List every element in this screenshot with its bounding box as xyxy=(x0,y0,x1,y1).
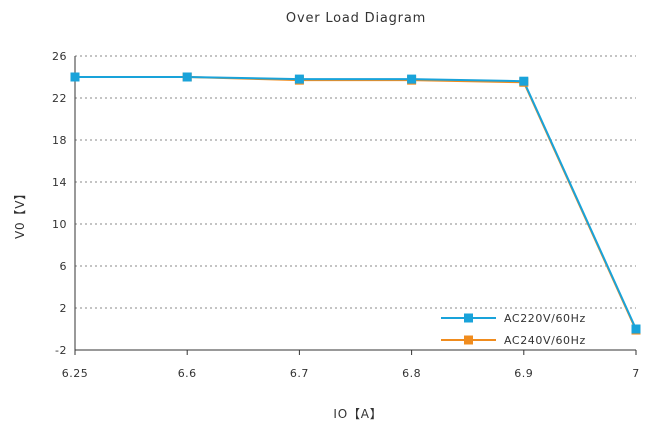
y-tick-label: 2 xyxy=(60,302,68,315)
y-tick-label: 14 xyxy=(52,176,67,189)
y-tick-label: 6 xyxy=(60,260,68,273)
chart-title: Over Load Diagram xyxy=(286,11,426,26)
legend-item: AC220V/60Hz xyxy=(441,312,586,325)
data-point xyxy=(70,72,80,82)
x-tick-label: 6.8 xyxy=(402,367,421,380)
y-tick-label: 18 xyxy=(52,134,67,147)
data-point xyxy=(519,76,529,86)
x-axis-title: IO【A】 xyxy=(333,407,382,421)
legend-item: AC240V/60Hz xyxy=(441,334,586,347)
legend-marker xyxy=(464,313,473,323)
legend-label: AC220V/60Hz xyxy=(504,312,586,325)
x-tick-label: 6.6 xyxy=(178,367,197,380)
x-axis-ticks: 6.25 6.6 6.7 6.8 6.9 7 xyxy=(62,350,640,380)
data-point xyxy=(407,74,417,84)
x-tick-label: 6.7 xyxy=(290,367,309,380)
x-tick-label: 6.25 xyxy=(62,367,89,380)
y-tick-label: 10 xyxy=(52,218,67,231)
y-tick-label: 26 xyxy=(52,50,67,63)
legend-marker xyxy=(464,335,473,345)
series-lines xyxy=(70,72,641,335)
legend-label: AC240V/60Hz xyxy=(504,334,586,347)
y-axis-title: V0【V】 xyxy=(13,187,27,239)
series-line-0 xyxy=(75,76,637,330)
axes xyxy=(74,56,636,351)
y-tick-label: -2 xyxy=(55,344,67,357)
series-line-1 xyxy=(75,76,637,331)
data-point xyxy=(631,324,641,334)
y-tick-label: 22 xyxy=(52,92,67,105)
x-tick-label: 7 xyxy=(632,367,640,380)
data-point xyxy=(182,72,192,82)
data-point xyxy=(294,74,304,84)
grid-lines xyxy=(75,55,636,309)
legend: AC220V/60Hz AC240V/60Hz xyxy=(441,312,586,347)
x-tick-label: 6.9 xyxy=(514,367,533,380)
